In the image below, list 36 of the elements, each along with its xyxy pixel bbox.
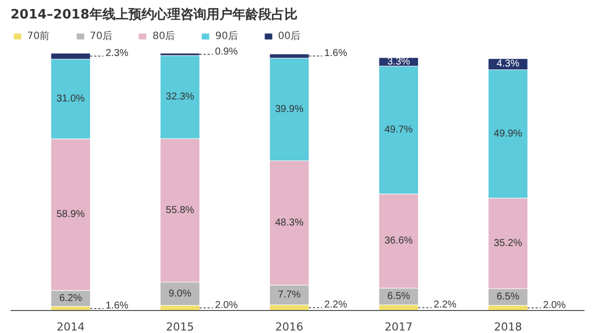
data-label: 32.3%	[166, 92, 194, 103]
chart-title: 2014–2018年线上预约心理咨询用户年龄段占比	[10, 6, 298, 22]
legend-label: 80后	[152, 30, 176, 43]
data-label: 2.0%	[214, 300, 238, 311]
data-label: 6.5%	[496, 291, 520, 302]
data-label: 31.0%	[56, 94, 85, 105]
x-tick-label: 2017	[384, 320, 413, 333]
x-tick-label: 2016	[275, 320, 304, 333]
data-label: 2.2%	[324, 300, 348, 311]
data-label: 49.7%	[384, 124, 413, 136]
data-label: 1.6%	[106, 300, 129, 312]
legend-label: 70前	[27, 30, 50, 43]
data-label: 48.3%	[275, 217, 304, 228]
data-label: 4.3%	[496, 58, 520, 70]
data-label: 6.2%	[59, 292, 82, 304]
data-label: 2.3%	[106, 48, 129, 60]
x-tick-label: 2018	[494, 320, 522, 333]
data-label: 1.6%	[324, 48, 348, 60]
data-label: 55.8%	[166, 204, 194, 216]
x-tick-label: 2015	[166, 320, 194, 333]
legend-label: 90后	[215, 30, 238, 43]
x-tick-label: 2014	[56, 320, 85, 333]
data-label: 39.9%	[275, 104, 304, 115]
data-label: 35.2%	[494, 238, 522, 249]
data-label: 6.5%	[387, 290, 410, 302]
data-label: 7.7%	[278, 289, 301, 300]
data-label: 58.9%	[56, 209, 85, 220]
data-label: 36.6%	[384, 236, 413, 247]
data-label: 9.0%	[168, 288, 192, 300]
legend-label: 00后	[278, 30, 301, 43]
data-label: 2.0%	[542, 300, 566, 311]
data-label: 0.9%	[214, 46, 238, 58]
data-label: 3.3%	[387, 56, 410, 68]
legend-label: 70后	[90, 30, 112, 43]
data-label: 2.2%	[434, 300, 457, 311]
data-label: 49.9%	[494, 128, 522, 140]
